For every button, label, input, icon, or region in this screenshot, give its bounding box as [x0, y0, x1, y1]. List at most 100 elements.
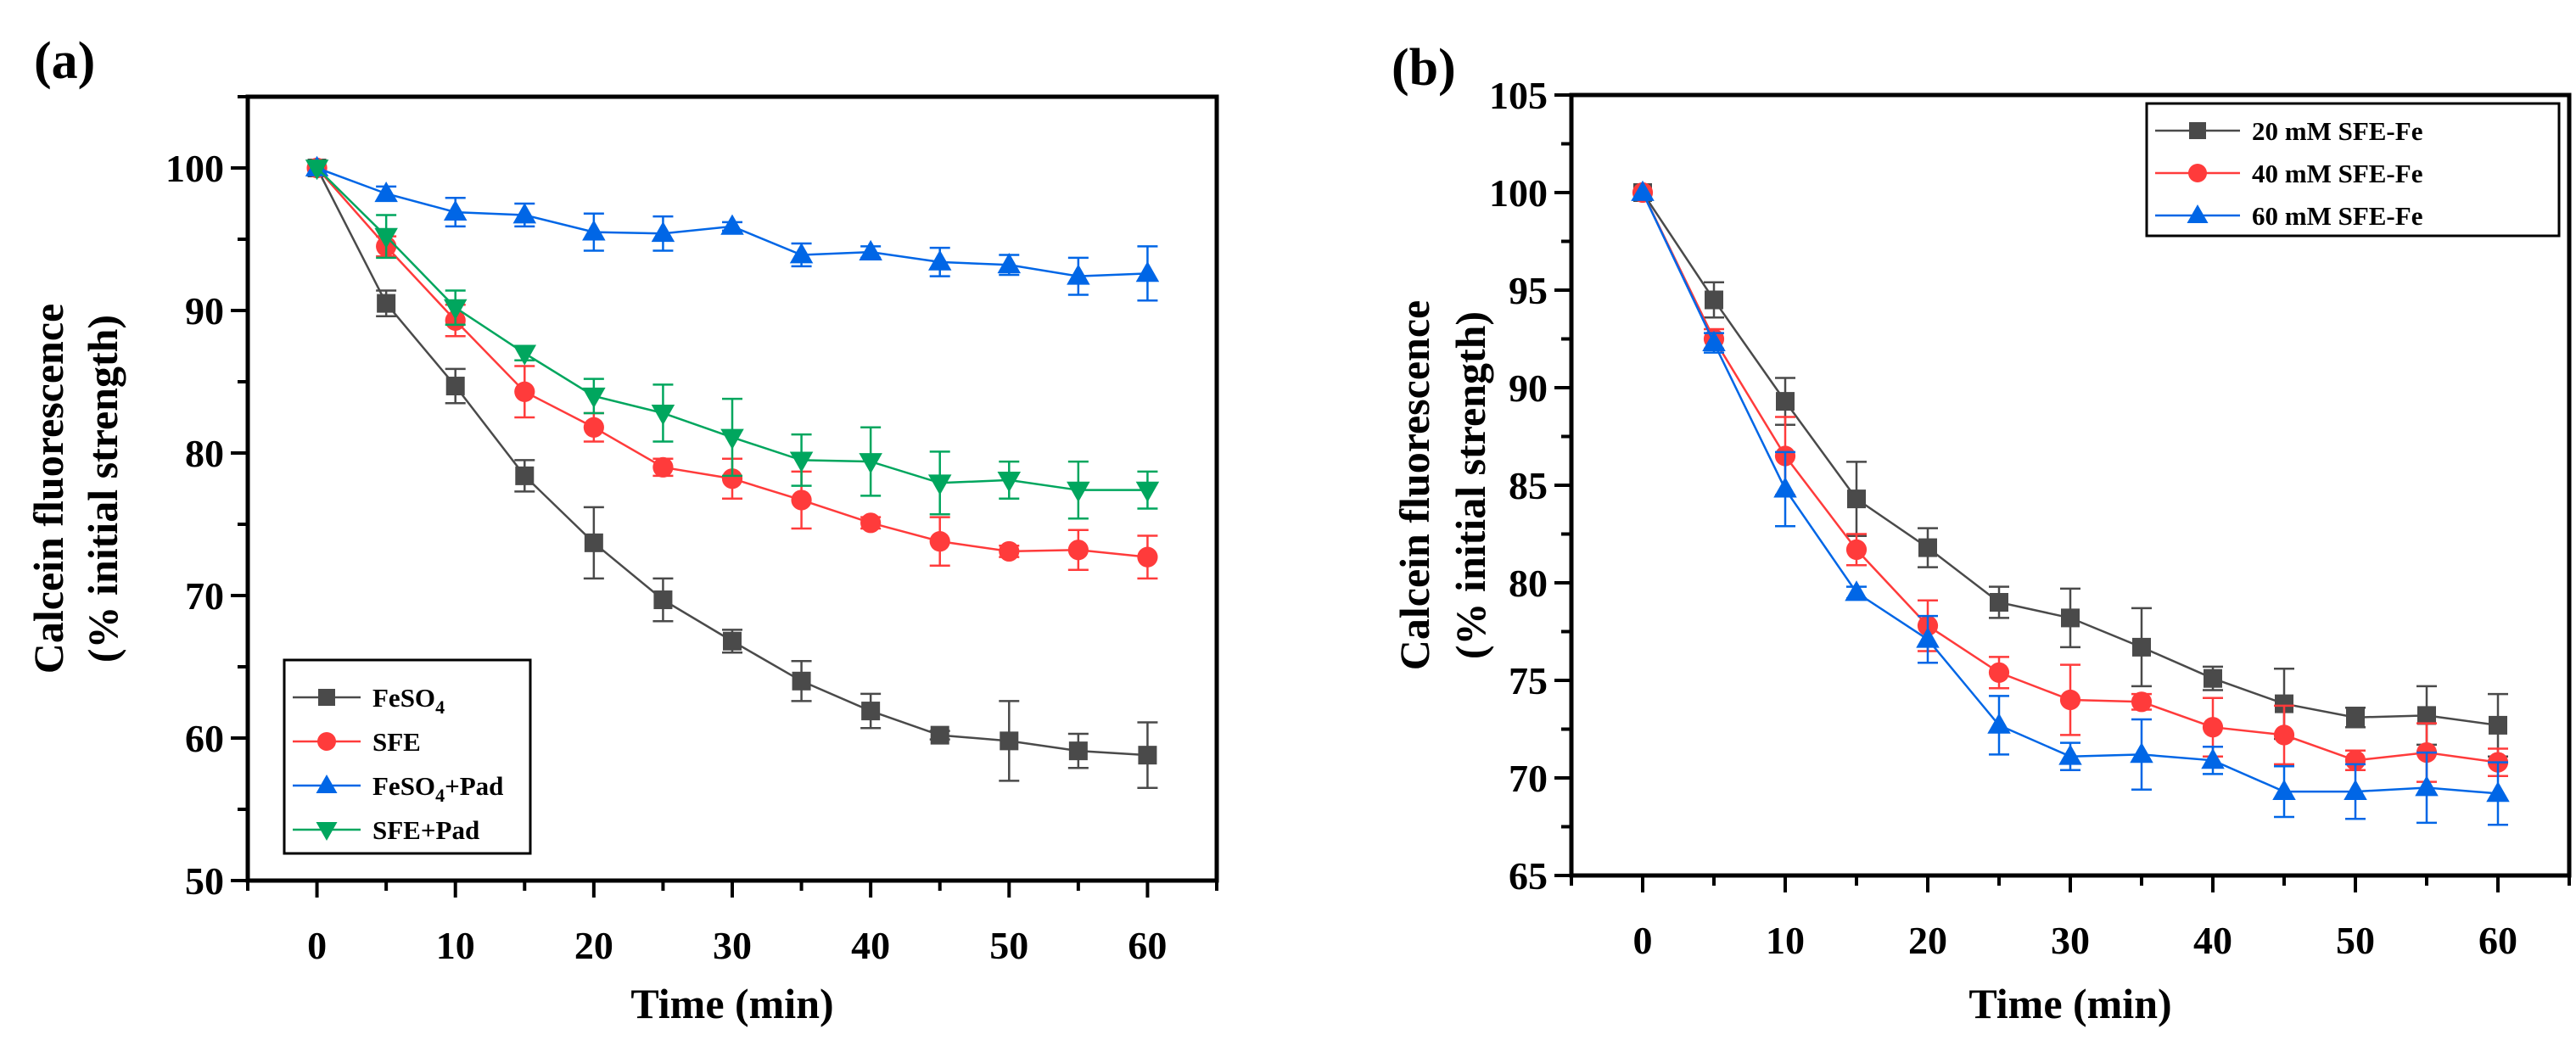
series-40-mm-sfe-fe	[1632, 182, 2509, 783]
data-point	[1068, 741, 1088, 761]
data-point	[791, 489, 812, 511]
x-tick-label: 0	[307, 924, 327, 967]
data-point	[584, 533, 603, 552]
data-point	[651, 221, 675, 243]
legend-marker	[318, 689, 335, 706]
x-axis-label: Time (min)	[1968, 980, 2171, 1027]
data-point	[1135, 261, 1160, 282]
x-tick-label: 50	[989, 924, 1028, 967]
y-axis-label-line2: (% initial strength)	[1447, 311, 1494, 659]
panel-label: (b)	[1392, 39, 1456, 97]
legend-label: 20 mM SFE-Fe	[2252, 116, 2422, 146]
data-point	[443, 199, 468, 221]
data-point	[1990, 593, 2008, 612]
data-point	[930, 725, 949, 745]
data-point	[1916, 627, 1940, 648]
data-point	[582, 220, 606, 241]
series-sfe	[306, 157, 1158, 580]
data-point	[789, 243, 814, 264]
y-tick-label: 85	[1509, 464, 1548, 507]
y-tick-label: 70	[1509, 757, 1548, 800]
y-tick-label: 80	[1509, 562, 1548, 605]
data-point	[1067, 540, 1089, 561]
y-tick-label: 95	[1509, 269, 1548, 312]
data-point	[859, 239, 882, 261]
data-point	[443, 299, 468, 320]
y-tick-label: 80	[185, 432, 224, 475]
data-point	[1918, 538, 1937, 557]
data-point	[1845, 580, 1868, 601]
data-point	[653, 590, 673, 610]
data-point	[1135, 481, 1160, 502]
legend-item: 60 mM SFE-Fe	[2155, 201, 2422, 231]
y-tick-label: 50	[185, 859, 224, 903]
data-point	[1631, 180, 1655, 201]
data-point	[2061, 608, 2080, 628]
panel-label: (a)	[34, 32, 95, 90]
data-point	[1000, 731, 1019, 751]
legend-item: FeSO4	[293, 683, 445, 718]
legend-marker	[2187, 204, 2209, 223]
y-tick-label: 90	[185, 289, 224, 333]
data-point	[652, 456, 674, 478]
legend: 20 mM SFE-Fe 40 mM SFE-Fe 60 mM SFE-Fe	[2145, 102, 2561, 238]
data-point	[2415, 775, 2439, 797]
x-tick-label: 60	[1128, 924, 1167, 967]
data-point	[2344, 779, 2367, 800]
data-point	[445, 377, 465, 396]
data-point	[1137, 546, 1158, 568]
y-tick-label: 100	[1489, 171, 1548, 215]
x-tick-label: 60	[2478, 919, 2517, 962]
y-tick-label: 70	[185, 574, 224, 618]
series-feso4	[307, 159, 1158, 790]
data-point	[583, 417, 604, 438]
x-tick-label: 40	[2193, 919, 2232, 962]
y-tick-label: 65	[1509, 854, 1548, 898]
data-point	[2132, 637, 2151, 657]
legend-label-suffix: +Pad	[445, 771, 503, 801]
data-point	[927, 249, 952, 271]
data-point	[1847, 489, 1866, 509]
data-point	[789, 451, 814, 473]
legend-item: SFE	[293, 727, 421, 757]
data-point	[2058, 744, 2082, 765]
legend-label-main: FeSO	[372, 771, 435, 801]
x-tick-label: 0	[1633, 919, 1653, 962]
data-point	[1067, 264, 1090, 285]
data-point	[861, 702, 881, 721]
series-60-mm-sfe-fe	[1631, 180, 2510, 826]
legend-box	[2145, 102, 2561, 238]
y-tick-label: 60	[185, 717, 224, 760]
x-tick-label: 40	[851, 924, 890, 967]
y-axis-label-line1: Calcein fluorescence	[1391, 300, 1438, 670]
data-point	[2344, 750, 2366, 771]
chart-panel-a: (a) 0 10 20 30 40 50 60 50 60 70 80 90 100 Time (min) C…	[25, 32, 1219, 1027]
data-point	[1987, 713, 2011, 734]
legend-label: FeSO4+Pad	[372, 771, 503, 806]
legend-label: 40 mM SFE-Fe	[2252, 159, 2422, 188]
data-point	[1702, 330, 1726, 351]
y-tick-label: 90	[1509, 366, 1548, 410]
data-point	[929, 531, 950, 552]
legend-label-main: SFE+Pad	[372, 815, 479, 845]
legend-label-subscript: 4	[435, 785, 445, 806]
data-point	[2346, 708, 2365, 727]
data-point	[2130, 742, 2153, 764]
legend-label-main: 20 mM SFE-Fe	[2252, 116, 2422, 146]
x-tick-label: 50	[2336, 919, 2375, 962]
data-point	[2417, 706, 2436, 725]
y-tick-label: 100	[165, 147, 224, 190]
x-tick-label: 10	[436, 924, 475, 967]
legend-marker	[316, 775, 338, 793]
x-axis-label: Time (min)	[630, 980, 833, 1027]
data-point	[2273, 724, 2295, 746]
data-point	[1988, 662, 2010, 683]
legend-marker	[2188, 164, 2207, 182]
data-point	[723, 631, 742, 651]
data-point	[2202, 717, 2224, 738]
x-tick-label: 30	[2051, 919, 2090, 962]
data-point	[997, 472, 1022, 493]
legend-label: 60 mM SFE-Fe	[2252, 201, 2422, 231]
